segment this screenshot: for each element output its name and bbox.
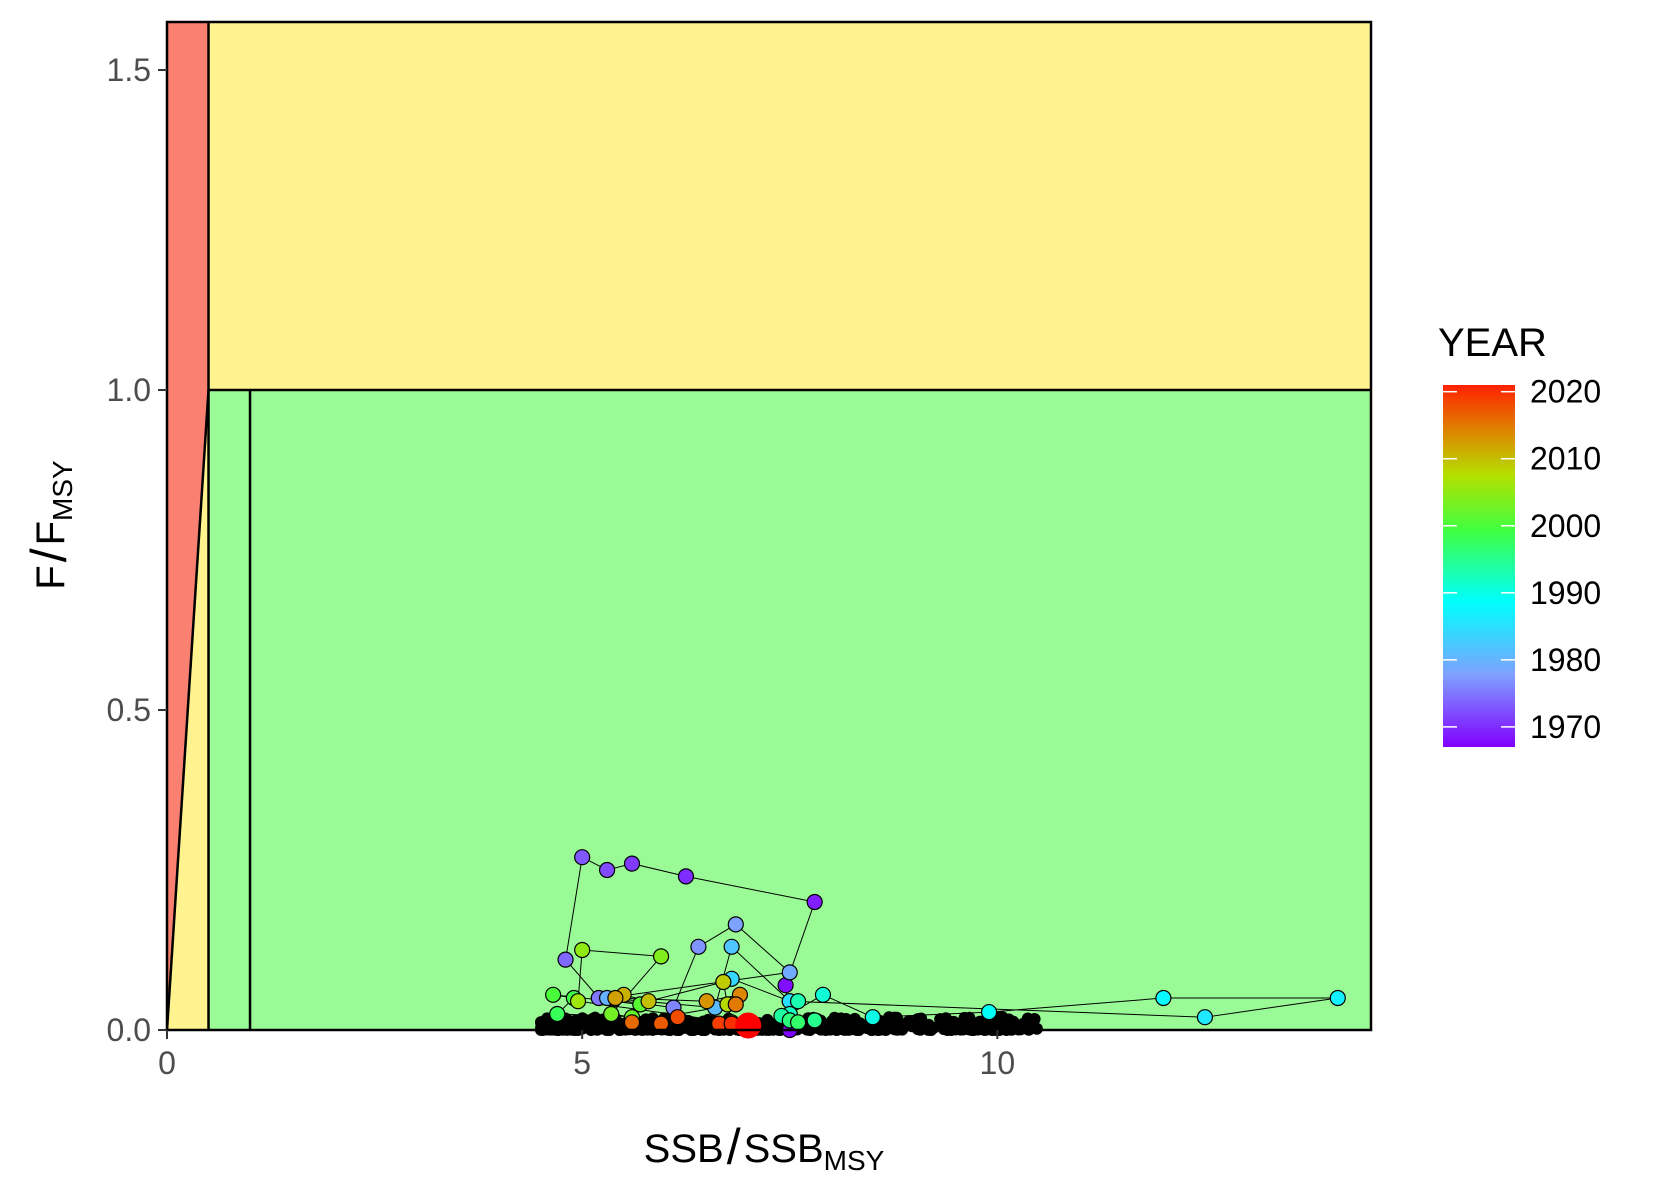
x-title-main: SSB bbox=[644, 1127, 724, 1171]
uncertainty-point bbox=[914, 1021, 927, 1034]
y-tick-label: 0.5 bbox=[107, 692, 151, 728]
year-point bbox=[789, 1014, 807, 1031]
uncertainty-point bbox=[900, 1018, 913, 1031]
uncertainty-point bbox=[839, 1017, 852, 1030]
year-point bbox=[640, 993, 657, 1010]
year-point bbox=[723, 938, 740, 955]
year-point bbox=[864, 1009, 881, 1026]
year-point bbox=[715, 973, 732, 991]
y-tick-label: 0.0 bbox=[107, 1012, 151, 1048]
x-tick-label: 10 bbox=[980, 1045, 1016, 1081]
year-point bbox=[607, 989, 624, 1007]
uncertainty-point bbox=[962, 1013, 975, 1026]
y-axis: 0.0 0.5 1.0 1.5 bbox=[107, 52, 167, 1048]
y-title-denom: F bbox=[29, 521, 73, 545]
y-title-sep: / bbox=[21, 548, 77, 562]
year-point bbox=[727, 916, 744, 933]
uncertainty-point bbox=[936, 1016, 949, 1029]
year-point bbox=[690, 938, 707, 955]
year-point bbox=[677, 868, 695, 885]
year-point bbox=[603, 1005, 620, 1023]
red-zone bbox=[167, 22, 209, 1030]
year-point bbox=[727, 996, 744, 1013]
year-point bbox=[623, 855, 641, 872]
legend-colorbar bbox=[1443, 385, 1515, 747]
uncertainty-point bbox=[883, 1011, 896, 1024]
green-zone bbox=[208, 390, 1372, 1030]
y-title-sub: MSY bbox=[47, 460, 78, 521]
uncertainty-point bbox=[586, 1021, 599, 1034]
year-point bbox=[1155, 989, 1172, 1007]
year-point bbox=[598, 861, 616, 879]
year-point bbox=[549, 1005, 566, 1023]
x-title-denom: SSB bbox=[744, 1127, 824, 1171]
plot-area bbox=[165, 20, 1373, 1039]
uncertainty-point bbox=[576, 1012, 589, 1025]
legend-tick-label: 1970 bbox=[1530, 709, 1601, 745]
year-point bbox=[652, 948, 670, 965]
status-zones bbox=[165, 22, 1372, 1031]
legend-title: YEAR bbox=[1438, 321, 1547, 365]
x-tick-label: 0 bbox=[158, 1045, 176, 1081]
harvest-control-line bbox=[165, 389, 210, 1031]
x-axis: 0 5 10 bbox=[158, 1030, 1015, 1081]
year-point bbox=[980, 1003, 998, 1021]
year-point bbox=[814, 986, 832, 1003]
year-point bbox=[569, 993, 587, 1010]
legend-tick-label: 2000 bbox=[1530, 508, 1601, 544]
year-point bbox=[806, 893, 823, 911]
data-points bbox=[545, 849, 1346, 1039]
legend-tick-label: 1980 bbox=[1530, 642, 1601, 678]
year-point bbox=[1329, 989, 1346, 1007]
year-point bbox=[557, 951, 574, 968]
year-point bbox=[669, 1009, 686, 1026]
y-tick-label: 1.5 bbox=[107, 52, 151, 88]
year-point bbox=[574, 849, 591, 866]
year-point bbox=[789, 993, 807, 1010]
year-point bbox=[698, 993, 715, 1010]
year-point bbox=[781, 964, 798, 981]
x-tick-label: 5 bbox=[573, 1045, 591, 1081]
legend: YEAR 1970 1980 1990 2000 2010 2020 bbox=[1438, 321, 1601, 747]
year-point bbox=[806, 1012, 823, 1029]
legend-tick-label: 2010 bbox=[1530, 441, 1601, 477]
legend-tick-label: 2020 bbox=[1530, 374, 1601, 410]
legend-ticks: 1970 1980 1990 2000 2010 2020 bbox=[1443, 374, 1601, 745]
year-point bbox=[545, 986, 562, 1003]
y-title-main: F bbox=[29, 565, 73, 589]
y-tick-label: 1.0 bbox=[107, 372, 151, 408]
uncertainty-point bbox=[848, 1012, 861, 1025]
uncertainty-point bbox=[948, 1018, 961, 1031]
panel-border bbox=[165, 20, 1373, 1032]
x-title-sub: MSY bbox=[824, 1145, 885, 1176]
year-point bbox=[574, 941, 591, 959]
legend-tick-label: 1990 bbox=[1530, 575, 1601, 611]
uncertainty-point bbox=[1006, 1022, 1019, 1035]
x-title-sep: / bbox=[727, 1119, 741, 1175]
final-year-point bbox=[735, 1012, 762, 1039]
x-axis-title: SSB/SSBMSY bbox=[644, 1119, 885, 1176]
y-axis-title: F/FMSY bbox=[21, 460, 78, 590]
year-point bbox=[1196, 1009, 1214, 1026]
uncertainty-point bbox=[996, 1011, 1009, 1024]
year-point bbox=[623, 1014, 641, 1031]
